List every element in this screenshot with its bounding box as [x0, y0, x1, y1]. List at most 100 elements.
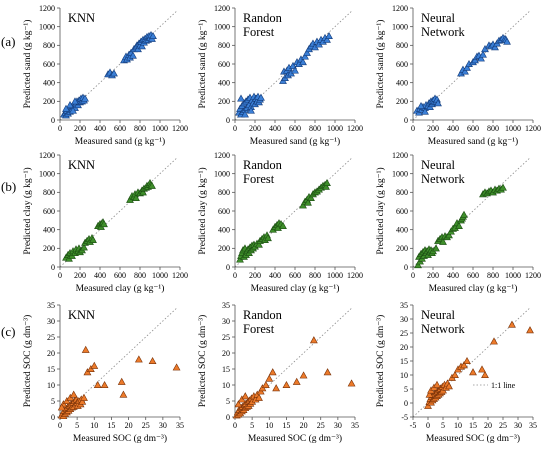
data-point [417, 101, 425, 110]
x-tick-label: 1000 [152, 271, 168, 280]
x-tick-label: 15 [469, 421, 477, 430]
y-tick-label: 600 [218, 207, 230, 216]
data-point [304, 198, 312, 206]
data-point [261, 380, 270, 389]
model-label-line: Randon [243, 11, 283, 25]
y-tick-label: 35 [47, 301, 55, 310]
x-tick-label: 30 [159, 421, 167, 430]
x-tick-label: 200 [74, 124, 86, 133]
x-tick-label: 0 [411, 124, 415, 133]
x-tick-label: 200 [427, 271, 439, 280]
x-tick-label: 1200 [347, 124, 363, 133]
y-tick-label: 0 [51, 263, 55, 272]
model-label: Neural Network [421, 308, 465, 336]
chart-clay-nn: 0 200 400 600 800 1000 1200 0 200 400 600 800 1000 12… [375, 151, 541, 294]
model-label: KNN [68, 158, 95, 172]
y-tick-label: 30 [47, 317, 55, 326]
x-tick-label: 200 [74, 271, 86, 280]
x-tick-label: 600 [467, 271, 479, 280]
x-tick-label: 35 [176, 421, 184, 430]
y-tick-label: 1000 [392, 169, 408, 178]
data-point [282, 380, 291, 389]
y-tick-label: 1000 [39, 22, 55, 31]
data-point [460, 210, 468, 218]
data-point [279, 221, 287, 229]
data-point [307, 193, 315, 201]
y-tick-label: 400 [218, 225, 230, 234]
chart-clay-rf: 0 200 400 600 800 1000 1200 0 200 400 600 800 1000 12… [197, 151, 363, 294]
x-tick-label: 0 [58, 271, 62, 280]
data-point [503, 37, 511, 45]
y-tick-label: 400 [396, 225, 408, 234]
y-tick-label: 30 [400, 315, 408, 324]
data-point [117, 377, 126, 385]
data-point [299, 371, 308, 379]
data-point [71, 97, 79, 105]
x-tick-label: 600 [289, 124, 301, 133]
y-tick-label: 1200 [392, 151, 408, 160]
y-tick-label: 400 [43, 78, 55, 87]
data-point [439, 237, 447, 245]
model-label-line: Network [421, 172, 465, 186]
data-point [119, 390, 128, 398]
y-tick-label: 600 [43, 207, 55, 216]
y-tick-label: 15 [222, 365, 230, 374]
y-tick-label: 200 [218, 97, 230, 106]
data-point [69, 390, 78, 398]
y-tick-label: 600 [43, 60, 55, 69]
data-point [57, 403, 66, 411]
x-tick-label: 600 [114, 124, 126, 133]
x-tick-label: 1000 [327, 271, 343, 280]
x-tick-label: 0 [233, 421, 237, 430]
chart-sand-rf: 0 200 400 600 800 1000 1200 0 200 400 600 800 1000 12… [197, 4, 363, 147]
data-point [148, 181, 156, 189]
x-tick-label: 800 [134, 124, 146, 133]
y-tick-label: 30 [222, 317, 230, 326]
row-label-c: (c) [1, 324, 15, 339]
x-tick-label: 25 [142, 421, 150, 430]
x-tick-label: 800 [487, 124, 499, 133]
y-tick-label: 0 [226, 116, 230, 125]
x-tick-label: 1000 [152, 124, 168, 133]
data-point [526, 326, 534, 334]
data-point [479, 50, 487, 58]
data-point [309, 336, 318, 344]
data-point [421, 107, 429, 115]
x-tick-label: 25 [317, 421, 325, 430]
chart-sand-nn: 0 200 400 600 800 1000 1200 0 200 400 600 800 1000 12… [375, 4, 541, 147]
y-axis-title: Predicted sand (g kg⁻¹) [22, 20, 33, 109]
data-point [461, 67, 469, 75]
x-tick-label: 30 [514, 421, 522, 430]
y-tick-label: 800 [43, 188, 55, 197]
data-point [264, 234, 272, 242]
model-label-line: Forest [243, 322, 275, 336]
data-point [257, 93, 265, 101]
model-label: Randon Forest [243, 308, 283, 336]
x-tick-label: 400 [269, 271, 281, 280]
charts-area: 0 200 400 600 800 1000 12000200400600800100012… [22, 4, 541, 444]
x-tick-label: 0 [426, 421, 430, 430]
x-tick-label: 200 [427, 124, 439, 133]
y-tick-label: 1000 [214, 169, 230, 178]
data-point [481, 370, 489, 379]
x-tick-label: 5 [441, 421, 445, 430]
x-tick-label: 15 [282, 421, 290, 430]
y-tick-label: 1200 [392, 4, 408, 13]
y-tick-label: 1000 [39, 169, 55, 178]
y-tick-label: 800 [396, 41, 408, 50]
x-tick-label: 400 [447, 124, 459, 133]
x-tick-label: 1000 [327, 124, 343, 133]
data-point [491, 43, 499, 51]
x-tick-label: 30 [334, 421, 342, 430]
x-tick-label: 10 [454, 421, 462, 430]
x-axis-title: Measured sand (g kg⁻¹) [428, 136, 518, 147]
y-tick-label: 35 [222, 301, 230, 310]
y-tick-label: 1200 [214, 151, 230, 160]
data-point [241, 392, 250, 400]
x-tick-label: 600 [289, 271, 301, 280]
x-axis-title: Measured clay (g kg⁻¹) [251, 283, 340, 294]
x-tick-label: 0 [233, 124, 237, 133]
data-point [172, 363, 181, 371]
data-point [247, 106, 255, 114]
x-tick-label: 1200 [525, 271, 541, 280]
